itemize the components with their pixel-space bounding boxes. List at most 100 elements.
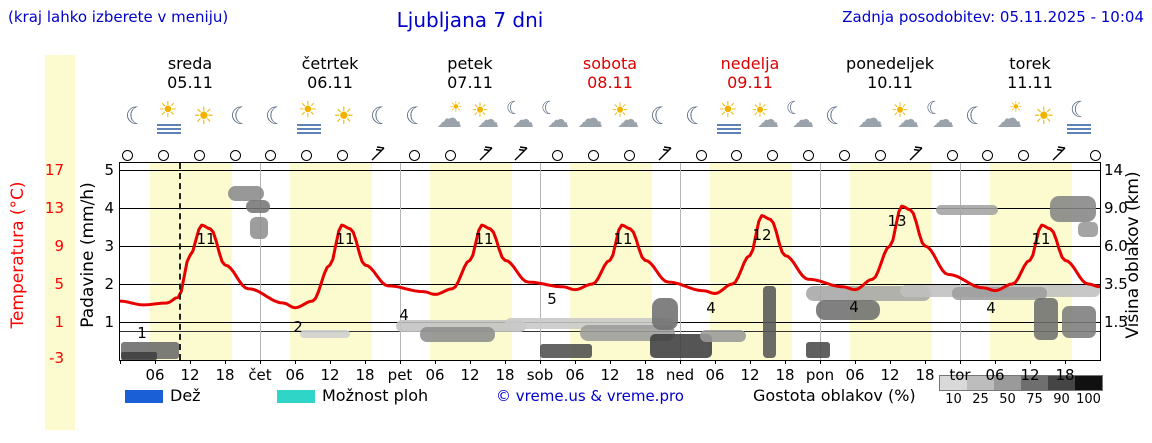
day-boundary-line [820,163,821,360]
cloud-shape [250,217,268,239]
cloud-density-bar [939,375,1103,391]
moon-icon: ☾ [265,102,287,130]
day-abbrev-label: pon [805,366,835,384]
wind-calm-icon [337,150,349,161]
sun-icon: ☀ [193,102,215,130]
precipitation-tick-label: 3 [104,237,114,255]
temp-value-label: 4 [849,298,859,316]
moon-icon: ☾ [965,102,987,130]
day-boundary-line [400,163,401,360]
cloud-icon: ☁ [512,108,534,133]
day-name: sobota [582,54,638,73]
axis-tick [505,360,506,364]
wind-calm-icon [301,150,313,161]
time-label: 18 [1055,366,1075,384]
moon-icon: ☾ [650,102,672,130]
time-label: 18 [915,366,935,384]
temperature-axis-title: Temperatura (°C) [8,181,28,329]
wind-calm-icon [982,150,994,161]
day-date: 09.11 [727,73,773,92]
density-step [967,376,994,390]
daylight-band [990,163,1072,360]
wind-calm-icon [229,150,241,161]
axis-tick [785,360,786,364]
cloud-icon: ☁ [436,104,462,134]
day-name: petek [447,54,493,73]
axis-tick [820,360,821,364]
showers-label: Možnost ploh [322,386,429,405]
weather-icon-cloud-sun: ☀ ☁ [994,100,1026,138]
cloud-icon: ☁ [577,104,603,134]
sun-icon: ☀ [158,98,178,123]
daylight-band [850,163,932,360]
sun-icon: ☀ [298,98,318,123]
time-label: 06 [565,366,585,384]
wind-calm-icon [1089,150,1101,161]
density-step-label: 50 [999,392,1016,407]
temperature-tick-label: 5 [54,275,64,293]
h-gridline [120,284,1100,285]
axis-tick [645,360,646,364]
weather-icon-sun-cloud: ☀ ☁ [749,100,781,138]
day-name: sreda [167,54,213,73]
h-gridline [120,208,1100,209]
density-step [994,376,1021,390]
wind-barb-icon [476,144,496,164]
day-abbrev-label: čet [248,366,272,384]
moon-icon: ☾ [926,98,943,119]
axis-tick [155,360,156,364]
axis-tick [365,360,366,364]
temp-value-label: 11 [613,230,633,248]
weather-icon-sun-fog: ☀ [154,100,186,138]
weather-icon-sun: ☀ [1029,100,1061,138]
cloud-density-label: Gostota oblakov (%) [753,386,916,405]
axis-tick [925,360,926,364]
day-abbrev-label: pet [387,366,413,384]
wind-calm-icon [731,150,743,161]
cloud-icon: ☁ [996,104,1022,134]
wind-calm-icon [408,150,420,161]
left-margin-strip [45,55,75,430]
time-label: 12 [460,366,480,384]
moon-icon: ☾ [370,102,392,130]
axis-tick [855,360,856,364]
weather-icon-moon-cloud: ☾ ☁ [539,100,571,138]
cloud-icon: ☁ [617,108,639,133]
weather-icon-moon: ☾ [679,100,711,138]
time-label: 18 [355,366,375,384]
cloud-shape [540,344,592,358]
cloud-height-tick-label: 1.5 [1104,313,1128,331]
time-label: 12 [880,366,900,384]
wind-barb-icon [368,144,388,164]
menu-hint: (kraj lahko izberete v meniju) [8,8,229,26]
axis-tick [960,360,961,364]
weather-icon-sun: ☀ [329,100,361,138]
time-label: 12 [740,366,760,384]
temperature-tick-label: 9 [54,237,64,255]
cloud-shape [1062,306,1096,338]
density-step-label: 100 [1076,392,1101,407]
time-label: 18 [775,366,795,384]
precipitation-tick-label: 5 [104,161,114,179]
day-name: torek [1009,54,1051,73]
cloud-shape [806,286,931,301]
cloud-icon: ☁ [477,108,499,133]
fog-icon [297,124,321,134]
temperature-tick-label: 1 [54,313,64,331]
time-label: 06 [425,366,445,384]
axis-tick [120,360,121,364]
time-label: 18 [215,366,235,384]
credit-link[interactable]: © vreme.us & vreme.pro [496,387,684,405]
current-time-line [179,163,181,360]
weather-icon-moon: ☾ [644,100,676,138]
temp-value-label: 11 [196,230,216,248]
axis-tick [225,360,226,364]
cloud-shape [936,205,998,215]
axis-tick [750,360,751,364]
rain-label: Dež [170,386,201,405]
day-boundary-line [960,163,961,360]
wind-barb-icon [906,144,926,164]
day-date: 08.11 [587,73,633,92]
wind-calm-icon [193,150,205,161]
